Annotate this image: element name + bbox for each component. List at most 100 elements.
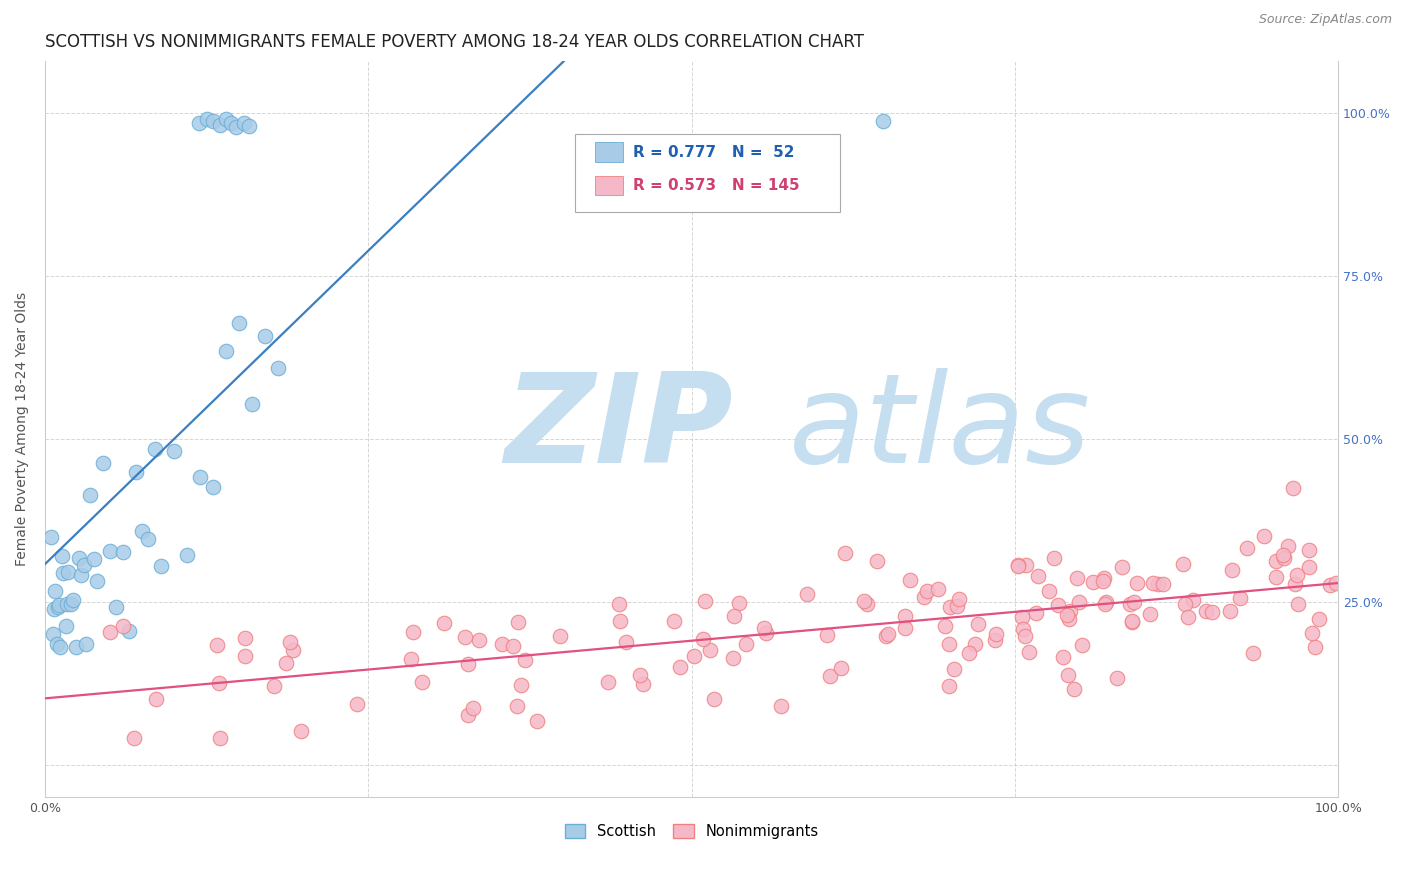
Point [1298,559,1320,574]
Point [79,488,101,502]
Point [1265,570,1288,584]
Point [253,328,276,343]
Point [1324,576,1347,591]
Point [1303,640,1326,655]
Point [1177,609,1199,624]
Point [866,554,889,568]
Point [963,637,986,651]
Bar [595,177,623,195]
Point [98,543,121,558]
Point [75,637,97,651]
Point [83,552,105,566]
Point [188,470,211,484]
Point [1018,645,1040,659]
Point [872,113,894,128]
Point [1095,595,1118,609]
Point [1301,625,1323,640]
Point [42,602,65,616]
Point [290,724,312,739]
Point [118,624,141,638]
Point [1111,559,1133,574]
Point [187,115,209,129]
Point [202,480,225,494]
Point [1057,667,1080,681]
Point [1195,604,1218,618]
Text: ZIP: ZIP [505,368,733,490]
Point [51,549,73,563]
Point [1059,612,1081,626]
Point [233,649,256,664]
Point [1052,650,1074,665]
Text: SCOTTISH VS NONIMMIGRANTS FEMALE POVERTY AMONG 18-24 YEAR OLDS CORRELATION CHART: SCOTTISH VS NONIMMIGRANTS FEMALE POVERTY… [45,33,863,51]
Point [215,344,238,359]
Point [1081,574,1104,589]
Point [1271,549,1294,563]
Point [510,678,533,692]
Point [1007,559,1029,574]
FancyBboxPatch shape [575,135,841,211]
Point [967,616,990,631]
Point [1066,572,1088,586]
Point [817,627,839,641]
Point [1024,607,1046,621]
Point [1094,597,1116,611]
Point [1047,599,1070,613]
Point [938,637,960,651]
Point [1241,646,1264,660]
Point [491,637,513,651]
Point [1319,577,1341,591]
Point [728,596,751,610]
Point [893,609,915,624]
Point [1092,571,1115,585]
Point [49,640,72,655]
Point [855,597,877,611]
Point [105,600,128,615]
Point [202,113,225,128]
Point [912,590,935,604]
Point [65,640,87,655]
Point [86,574,108,588]
Point [1298,542,1320,557]
Point [948,592,970,607]
Point [1011,622,1033,636]
Point [1015,558,1038,572]
Point [122,731,145,746]
Point [852,593,875,607]
Point [276,656,298,670]
Point [721,651,744,665]
Text: R = 0.777   N =  52: R = 0.777 N = 52 [634,145,794,160]
Point [111,545,134,559]
Point [55,619,77,633]
Point [946,599,969,613]
Point [70,567,93,582]
Point [506,615,529,630]
Point [1201,605,1223,619]
Point [796,587,818,601]
Point [548,629,571,643]
Point [830,661,852,675]
Point [46,599,69,614]
Point [73,558,96,572]
Point [1007,558,1029,572]
Point [834,546,856,560]
Point [1121,615,1143,629]
Point [1253,529,1275,543]
Point [1126,576,1149,591]
Point [1146,577,1168,591]
Point [225,120,247,135]
Point [631,676,654,690]
Point [526,714,548,728]
Point [215,112,238,127]
Point [1222,563,1244,577]
Point [1067,595,1090,609]
Point [1070,638,1092,652]
Point [1043,550,1066,565]
Point [1011,609,1033,624]
Point [1059,604,1081,618]
Point [984,632,1007,647]
Point [1272,550,1295,565]
Point [693,593,716,607]
Point [346,698,368,712]
Point [98,625,121,640]
Point [1118,597,1140,611]
